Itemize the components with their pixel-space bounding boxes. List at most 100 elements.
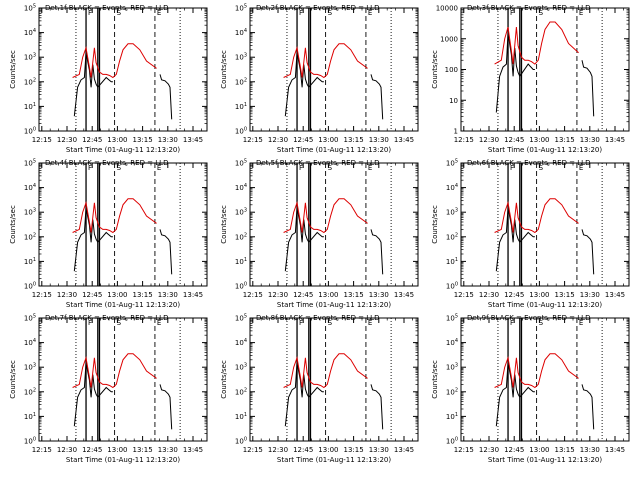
y-tick-label: 104 xyxy=(24,338,36,347)
x-tick-label: 12:45 xyxy=(82,446,102,454)
marker-label: E xyxy=(368,319,372,327)
x-tick-label: 13:45 xyxy=(394,446,414,454)
y-tick-label: 104 xyxy=(24,183,36,192)
y-tick-label: 105 xyxy=(446,159,458,168)
events-series-line xyxy=(495,33,535,113)
panel-title: Det 5f BLACK = Events, RED = LLD xyxy=(256,159,379,167)
y-tick-label: 101 xyxy=(235,102,247,111)
events-series-line xyxy=(284,52,324,117)
events-series-line xyxy=(159,229,173,275)
plot-frame xyxy=(38,7,208,132)
events-series-line xyxy=(370,384,384,430)
y-tick-label: 10 xyxy=(449,97,458,105)
x-axis-label: Start Time (01-Aug-11 12:13:20) xyxy=(277,456,391,464)
x-tick-label: 12:45 xyxy=(82,136,102,144)
x-tick-label: 12:15 xyxy=(454,136,474,144)
x-tick-label: 13:15 xyxy=(344,446,364,454)
x-tick-label: 12:45 xyxy=(293,446,313,454)
y-tick-label: 101 xyxy=(235,257,247,266)
y-axis-label: Counts/sec xyxy=(220,50,228,89)
events-series-line xyxy=(159,74,173,120)
x-tick-label: 12:15 xyxy=(243,291,263,299)
x-tick-label: 12:45 xyxy=(293,291,313,299)
lld-series-line xyxy=(283,353,368,389)
plot-frame xyxy=(38,162,208,287)
events-series-line xyxy=(495,207,535,272)
marker-label: E xyxy=(368,9,372,17)
y-tick-label: 105 xyxy=(24,314,36,323)
y-tick-label: 104 xyxy=(24,28,36,37)
x-tick-label: 12:15 xyxy=(243,446,263,454)
x-tick-label: 12:15 xyxy=(32,136,52,144)
marker-label: S xyxy=(539,319,544,327)
panel-title: Det 3f BLACK = Events, RED = LLD xyxy=(467,4,590,12)
panel-det-8f: Det 8f BLACK = Events, RED = LLD Counts/s… xyxy=(220,314,419,464)
x-tick-label: 12:30 xyxy=(57,136,77,144)
panel-title: Det 2f BLACK = Events, RED = LLD xyxy=(256,4,379,12)
y-tick-label: 10000 xyxy=(436,5,458,13)
lld-series-line xyxy=(72,43,157,79)
x-tick-label: 13:00 xyxy=(318,291,338,299)
y-tick-label: 103 xyxy=(24,53,36,62)
marker-label: E xyxy=(579,9,583,17)
x-axis-label: Start Time (01-Aug-11 12:13:20) xyxy=(66,301,180,309)
x-tick-label: 13:15 xyxy=(555,446,575,454)
y-tick-label: 102 xyxy=(24,77,36,86)
x-tick-label: 12:45 xyxy=(504,446,524,454)
y-tick-label: 100 xyxy=(235,127,247,136)
x-tick-label: 12:45 xyxy=(82,291,102,299)
plot-frame xyxy=(38,317,208,442)
y-tick-label: 100 xyxy=(446,437,458,446)
x-tick-label: 13:00 xyxy=(529,136,549,144)
marker-label: S xyxy=(539,164,544,172)
panel-title: Det 7f BLACK = Events, RED = LLD xyxy=(45,314,168,322)
panel-det-7f: Det 7f BLACK = Events, RED = LLD Counts/s… xyxy=(9,314,208,464)
x-tick-label: 12:15 xyxy=(454,446,474,454)
marker-label: S xyxy=(117,164,122,172)
plot-frame xyxy=(460,162,630,287)
y-tick-label: 103 xyxy=(235,208,247,217)
x-tick-label: 12:45 xyxy=(504,136,524,144)
events-series-line xyxy=(73,362,113,427)
y-tick-label: 105 xyxy=(235,159,247,168)
plot-frame xyxy=(249,317,419,442)
y-axis-label: Counts/sec xyxy=(431,205,439,244)
marker-label: F xyxy=(88,164,92,172)
x-tick-label: 13:15 xyxy=(555,291,575,299)
y-tick-label: 104 xyxy=(446,183,458,192)
plot-frame xyxy=(249,162,419,287)
events-series-line xyxy=(284,207,324,272)
plot-frame xyxy=(249,7,419,132)
x-tick-label: 12:30 xyxy=(268,136,288,144)
marker-label: S xyxy=(328,9,333,17)
y-axis-label: Counts/sec xyxy=(9,360,17,399)
marker-label: F xyxy=(510,164,514,172)
y-tick-label: 105 xyxy=(446,314,458,323)
y-tick-label: 102 xyxy=(446,232,458,241)
panel-det-4f: Det 4f BLACK = Events, RED = LLD Counts/s… xyxy=(9,159,208,309)
marker-label: F xyxy=(299,164,303,172)
y-tick-label: 100 xyxy=(445,66,458,74)
events-series-line xyxy=(73,52,113,117)
lld-series-line xyxy=(494,353,579,389)
y-tick-label: 1 xyxy=(454,128,458,136)
x-tick-label: 12:30 xyxy=(268,291,288,299)
y-tick-label: 105 xyxy=(235,4,247,13)
panel-det-3f: Det 3f BLACK = Events, RED = LLD Counts/s… xyxy=(431,4,630,154)
events-series-line xyxy=(581,384,595,430)
x-tick-label: 12:30 xyxy=(479,291,499,299)
x-tick-label: 13:15 xyxy=(133,136,153,144)
marker-label: S xyxy=(328,319,333,327)
y-tick-label: 104 xyxy=(446,338,458,347)
y-tick-label: 104 xyxy=(235,28,247,37)
marker-label: E xyxy=(579,164,583,172)
panel-title: Det 9f BLACK = Events, RED = LLD xyxy=(467,314,590,322)
y-tick-label: 104 xyxy=(235,183,247,192)
x-tick-label: 13:30 xyxy=(580,291,600,299)
panel-title: Det 4f BLACK = Events, RED = LLD xyxy=(45,159,168,167)
x-tick-label: 13:15 xyxy=(344,291,364,299)
lld-series-line xyxy=(283,198,368,234)
x-tick-label: 13:45 xyxy=(183,136,203,144)
y-tick-label: 102 xyxy=(235,77,247,86)
